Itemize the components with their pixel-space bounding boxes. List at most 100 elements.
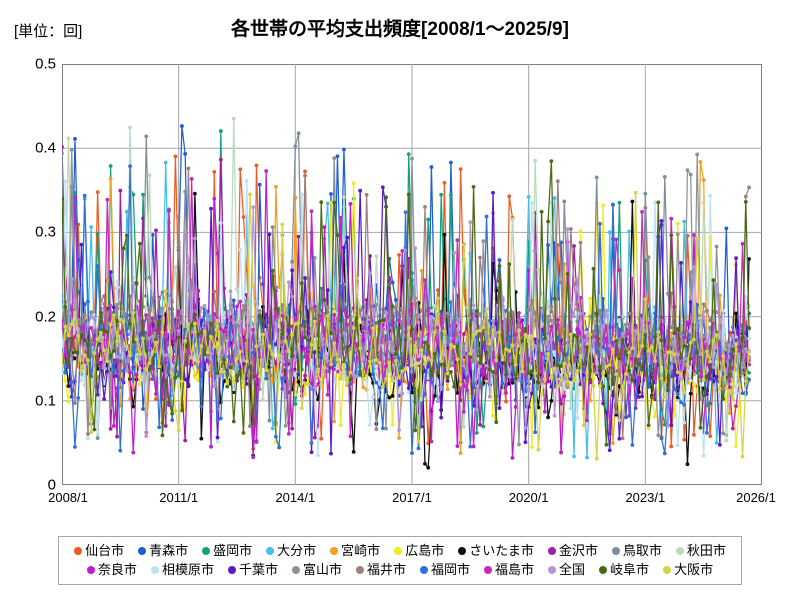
legend-item-秋田市[interactable]: 秋田市 (675, 544, 726, 557)
legend-item-さいたま市[interactable]: さいたま市 (458, 544, 534, 557)
series-marker (465, 305, 469, 310)
series-marker (92, 351, 97, 355)
series-marker (623, 349, 628, 354)
series-marker (552, 296, 557, 301)
series-marker (309, 381, 314, 386)
legend-item-福島市[interactable]: 福島市 (484, 563, 534, 576)
legend-item-千葉市[interactable]: 千葉市 (227, 563, 278, 576)
series-marker (416, 361, 421, 366)
series-marker (724, 341, 729, 346)
series-marker (261, 364, 265, 369)
series-marker (173, 339, 178, 343)
legend-marker-icon (202, 546, 211, 555)
series-marker (432, 352, 437, 356)
series-marker (131, 367, 136, 372)
series-marker (283, 423, 288, 428)
legend-marker-icon (150, 565, 159, 574)
series-marker (530, 334, 534, 339)
series-marker (721, 308, 726, 313)
series-marker (439, 359, 444, 364)
series-marker (675, 385, 680, 390)
series-marker (387, 286, 392, 291)
series-marker (481, 372, 486, 376)
series-marker (455, 391, 460, 395)
series-marker (500, 357, 505, 362)
series-marker (115, 280, 119, 284)
legend-item-青森市[interactable]: 青森市 (138, 544, 188, 557)
series-marker (669, 338, 674, 343)
series-marker (708, 193, 713, 198)
series-marker (562, 376, 567, 381)
series-marker (293, 373, 298, 378)
legend-item-鳥取市[interactable]: 鳥取市 (611, 544, 662, 557)
series-marker (325, 305, 330, 310)
legend-label: 福岡市 (431, 562, 471, 577)
series-marker (448, 193, 453, 197)
series-marker (458, 167, 463, 172)
series-marker (675, 443, 680, 448)
series-marker (238, 319, 243, 324)
series-marker (342, 245, 346, 250)
series-marker (118, 188, 123, 193)
legend-item-大分市[interactable]: 大分市 (266, 544, 316, 557)
legend-item-仙台市[interactable]: 仙台市 (74, 544, 124, 557)
series-marker (235, 287, 239, 291)
series-marker (487, 367, 492, 372)
legend-item-福井市[interactable]: 福井市 (355, 563, 406, 576)
series-marker (507, 194, 512, 199)
series-marker (128, 125, 132, 130)
series-marker (585, 345, 589, 350)
series-marker (332, 200, 337, 205)
series-marker (692, 371, 696, 376)
legend-item-岐阜市[interactable]: 岐阜市 (599, 563, 649, 576)
series-marker (147, 275, 152, 280)
legend-item-富山市[interactable]: 富山市 (291, 563, 342, 576)
series-marker (332, 156, 337, 161)
series-marker (280, 222, 285, 227)
legend-item-宮崎市[interactable]: 宮崎市 (330, 544, 380, 557)
series-marker (371, 326, 376, 331)
series-marker (526, 268, 531, 273)
series-marker (471, 303, 476, 308)
legend-item-広島市[interactable]: 広島市 (394, 544, 444, 557)
series-marker (118, 355, 123, 360)
legend-item-盛岡市[interactable]: 盛岡市 (202, 544, 252, 557)
series-marker (374, 358, 379, 362)
series-marker (82, 346, 87, 350)
series-marker (478, 328, 482, 333)
series-marker (384, 426, 388, 431)
series-marker (270, 352, 275, 357)
series-marker (692, 233, 696, 237)
legend-item-全国[interactable]: 全国 (548, 563, 585, 576)
legend-item-金沢市[interactable]: 金沢市 (547, 544, 598, 557)
series-marker (147, 367, 152, 372)
series-marker (286, 280, 291, 285)
series-marker (659, 376, 664, 381)
series-marker (270, 225, 275, 230)
series-marker (643, 191, 648, 196)
series-marker (89, 315, 94, 319)
legend-item-相模原市[interactable]: 相模原市 (150, 563, 214, 576)
legend-item-奈良市[interactable]: 奈良市 (86, 563, 137, 576)
series-marker (429, 373, 434, 378)
series-marker (705, 430, 709, 435)
series-marker (199, 404, 204, 409)
legend-item-福岡市[interactable]: 福岡市 (420, 563, 470, 576)
series-marker (212, 169, 217, 174)
series-marker (189, 355, 194, 360)
series-marker (380, 318, 385, 323)
series-marker (231, 379, 236, 384)
series-marker (714, 440, 719, 445)
series-marker (150, 296, 155, 301)
series-marker (623, 322, 628, 327)
legend-item-大阪市[interactable]: 大阪市 (663, 563, 713, 576)
series-marker (235, 304, 239, 309)
series-marker (371, 372, 376, 377)
series-marker (199, 436, 204, 441)
x-axis-tick-label: 2020/1 (508, 490, 549, 505)
series-marker (111, 424, 116, 428)
series-marker (478, 361, 482, 365)
series-marker (500, 381, 505, 386)
series-marker (228, 289, 233, 294)
series-marker (429, 309, 434, 313)
